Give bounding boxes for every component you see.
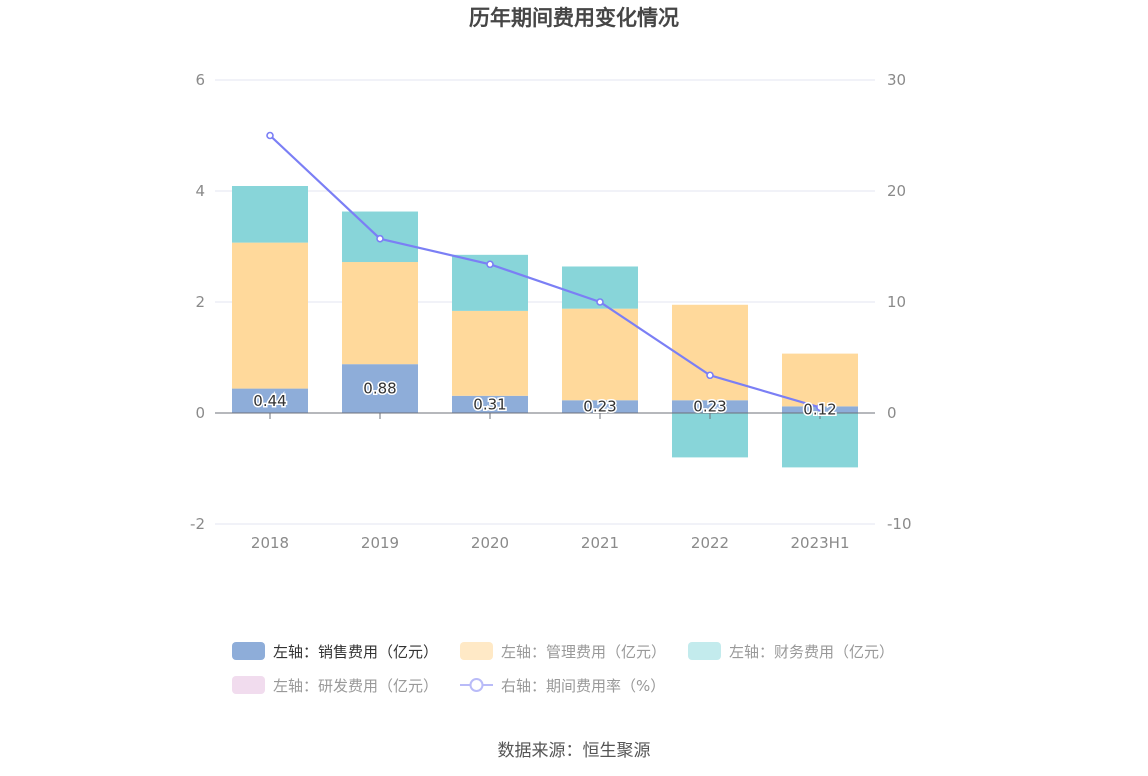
bar-segment-0 <box>342 364 418 413</box>
legend-item-admin[interactable]: 左轴：管理费用（亿元） <box>460 640 666 662</box>
legend-line-icon <box>460 678 494 692</box>
bar-segment-2 <box>232 186 308 243</box>
rate-point <box>486 260 494 269</box>
bar-segment-1 <box>342 262 418 365</box>
legend-label-sales: 左轴：销售费用（亿元） <box>273 642 439 661</box>
legend-label-finance: 左轴：财务费用（亿元） <box>729 642 895 661</box>
label-layer: 0.44 0.88 0.31 0.23 0.23 0.12 <box>252 378 838 420</box>
bar-segment-0 <box>672 400 748 413</box>
bar-segment-0 <box>562 400 638 413</box>
right-tick-label: 0 <box>887 404 897 422</box>
left-tick-label: 4 <box>195 182 205 200</box>
x-tick-label: 2019 <box>361 534 399 552</box>
left-tick-label: 2 <box>195 293 205 311</box>
legend-swatch-admin <box>460 642 494 660</box>
x-tick-label: 2020 <box>471 534 509 552</box>
legend-label-rnd: 左轴：研发费用（亿元） <box>273 676 439 695</box>
bar-segment-1 <box>672 304 748 401</box>
legend-swatch-finance <box>688 642 722 660</box>
legend-item-rate[interactable]: 右轴：期间费用率（%） <box>460 674 665 696</box>
bar-segment-1 <box>452 310 528 396</box>
bar-segment-0 <box>232 388 308 413</box>
legend-label-admin: 左轴：管理费用（亿元） <box>501 642 667 661</box>
grid-layer <box>215 79 875 525</box>
bar-segment-2 <box>782 413 858 468</box>
axis-layer: -2 0 2 4 6 -10 0 10 20 30 2018 2019 2020 2021 2022 2023… <box>190 71 911 552</box>
bar-segment-1 <box>562 308 638 401</box>
legend-item-finance[interactable]: 左轴：财务费用（亿元） <box>688 640 894 662</box>
legend-row-1: 左轴：销售费用（亿元） 左轴：管理费用（亿元） 左轴：财务费用（亿元） <box>232 640 932 662</box>
source-note: 数据来源：恒生聚源 <box>497 741 651 761</box>
sales-data-label: 0.12 <box>803 401 836 419</box>
legend-item-rnd[interactable]: 左轴：研发费用（亿元） <box>232 674 438 696</box>
right-tick-label: -10 <box>887 515 912 533</box>
bar-segment-1 <box>782 353 858 407</box>
x-tick-label: 2022 <box>691 534 729 552</box>
rate-point <box>706 371 714 380</box>
sales-data-label: 0.88 <box>363 380 396 398</box>
legend-swatch-rnd <box>232 676 265 694</box>
bar-segment-2 <box>672 413 748 458</box>
legend: 左轴：销售费用（亿元） 左轴：管理费用（亿元） 左轴：财务费用（亿元） 左轴：研… <box>232 640 932 708</box>
sales-data-label: 0.31 <box>473 395 506 413</box>
rate-point <box>596 298 604 306</box>
legend-swatch-sales <box>232 642 265 660</box>
bar-segment-1 <box>232 242 308 389</box>
left-tick-label: 6 <box>195 71 205 89</box>
line-layer <box>266 131 824 412</box>
left-tick-label: 0 <box>195 404 205 422</box>
bar-layer <box>232 186 858 468</box>
legend-item-sales[interactable]: 左轴：销售费用（亿元） <box>232 640 438 662</box>
rate-point <box>266 131 274 140</box>
chart-title: 历年期间费用变化情况 <box>469 6 679 30</box>
x-tick-label: 2023H1 <box>791 534 850 552</box>
rate-point <box>376 234 384 243</box>
rate-point <box>816 403 824 412</box>
right-tick-label: 20 <box>887 182 906 200</box>
legend-row-2: 左轴：研发费用（亿元） 右轴：期间费用率（%） <box>232 674 932 696</box>
right-tick-label: 30 <box>887 71 906 89</box>
legend-label-rate: 右轴：期间费用率（%） <box>501 676 666 695</box>
rate-line <box>269 134 821 409</box>
bar-segment-0 <box>452 395 528 413</box>
sales-data-label: 0.44 <box>253 392 286 410</box>
right-tick-label: 10 <box>887 293 906 311</box>
sales-data-label: 0.23 <box>583 398 616 416</box>
sales-data-label: 0.23 <box>693 398 726 416</box>
left-tick-label: -2 <box>190 515 205 533</box>
x-tick-label: 2018 <box>251 534 289 552</box>
x-tick-label: 2021 <box>581 534 619 552</box>
